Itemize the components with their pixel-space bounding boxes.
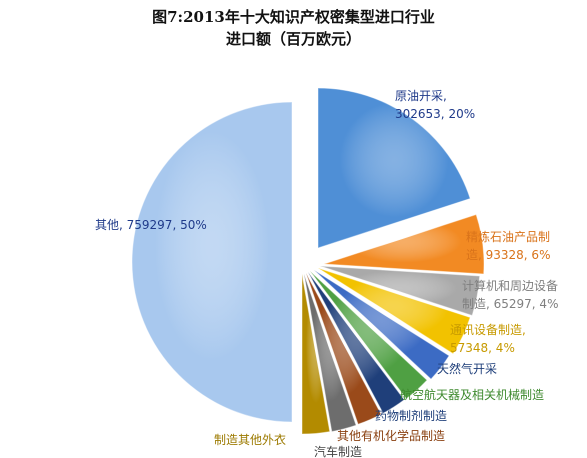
slice-label-3-line-0: 通讯设备制造,	[450, 323, 526, 337]
slice-label-2-line-0: 计算机和周边设备	[462, 278, 558, 293]
slice-label-10-line-0: 其他, 759297, 50%	[95, 218, 207, 232]
chart-title-line-1: 图7:2013年十大知识产权密集型进口行业	[152, 8, 435, 26]
slice-label-1-line-0: 精炼石油产品制	[466, 229, 550, 244]
chart-title-line-2: 进口额（百万欧元）	[225, 30, 361, 48]
pie-slice-shade-5	[310, 271, 428, 399]
pie-slice-shade-1	[324, 214, 484, 275]
pie-slice-shade-9	[302, 274, 330, 434]
slice-label-0-line-0: 原油开采,	[395, 89, 447, 103]
pie-slice-shade-2	[320, 266, 480, 316]
pie-slice-shade-0	[318, 88, 471, 248]
pie-slice-shade-4	[314, 270, 450, 380]
slice-label-8-line-0: 汽车制造	[314, 444, 362, 458]
slice-label-6-line-0: 药物制剂制造	[375, 408, 447, 423]
pie-slice-shade-10	[132, 102, 292, 422]
pie-slice-shade-6	[308, 272, 405, 414]
slice-label-2-line-1: 制造, 65297, 4%	[462, 297, 558, 311]
slice-label-5-line-0: 航空航天器及相关机械制造	[400, 387, 544, 402]
slice-label-7-line-0: 其他有机化学品制造	[337, 428, 445, 443]
slice-label-1-line-1: 造, 93328, 6%	[466, 248, 550, 262]
pie-slice-shade-3	[318, 268, 471, 354]
slice-label-0-line-1: 302653, 20%	[395, 107, 475, 121]
slice-label-4-line-0: 天然气开采	[437, 361, 497, 376]
slice-label-3-line-1: 57348, 4%	[450, 341, 515, 355]
pie-slice-shade-8	[304, 274, 357, 432]
pie-slice-shade-7	[306, 273, 382, 425]
slice-label-9-line-0: 制造其他外衣	[214, 432, 286, 447]
